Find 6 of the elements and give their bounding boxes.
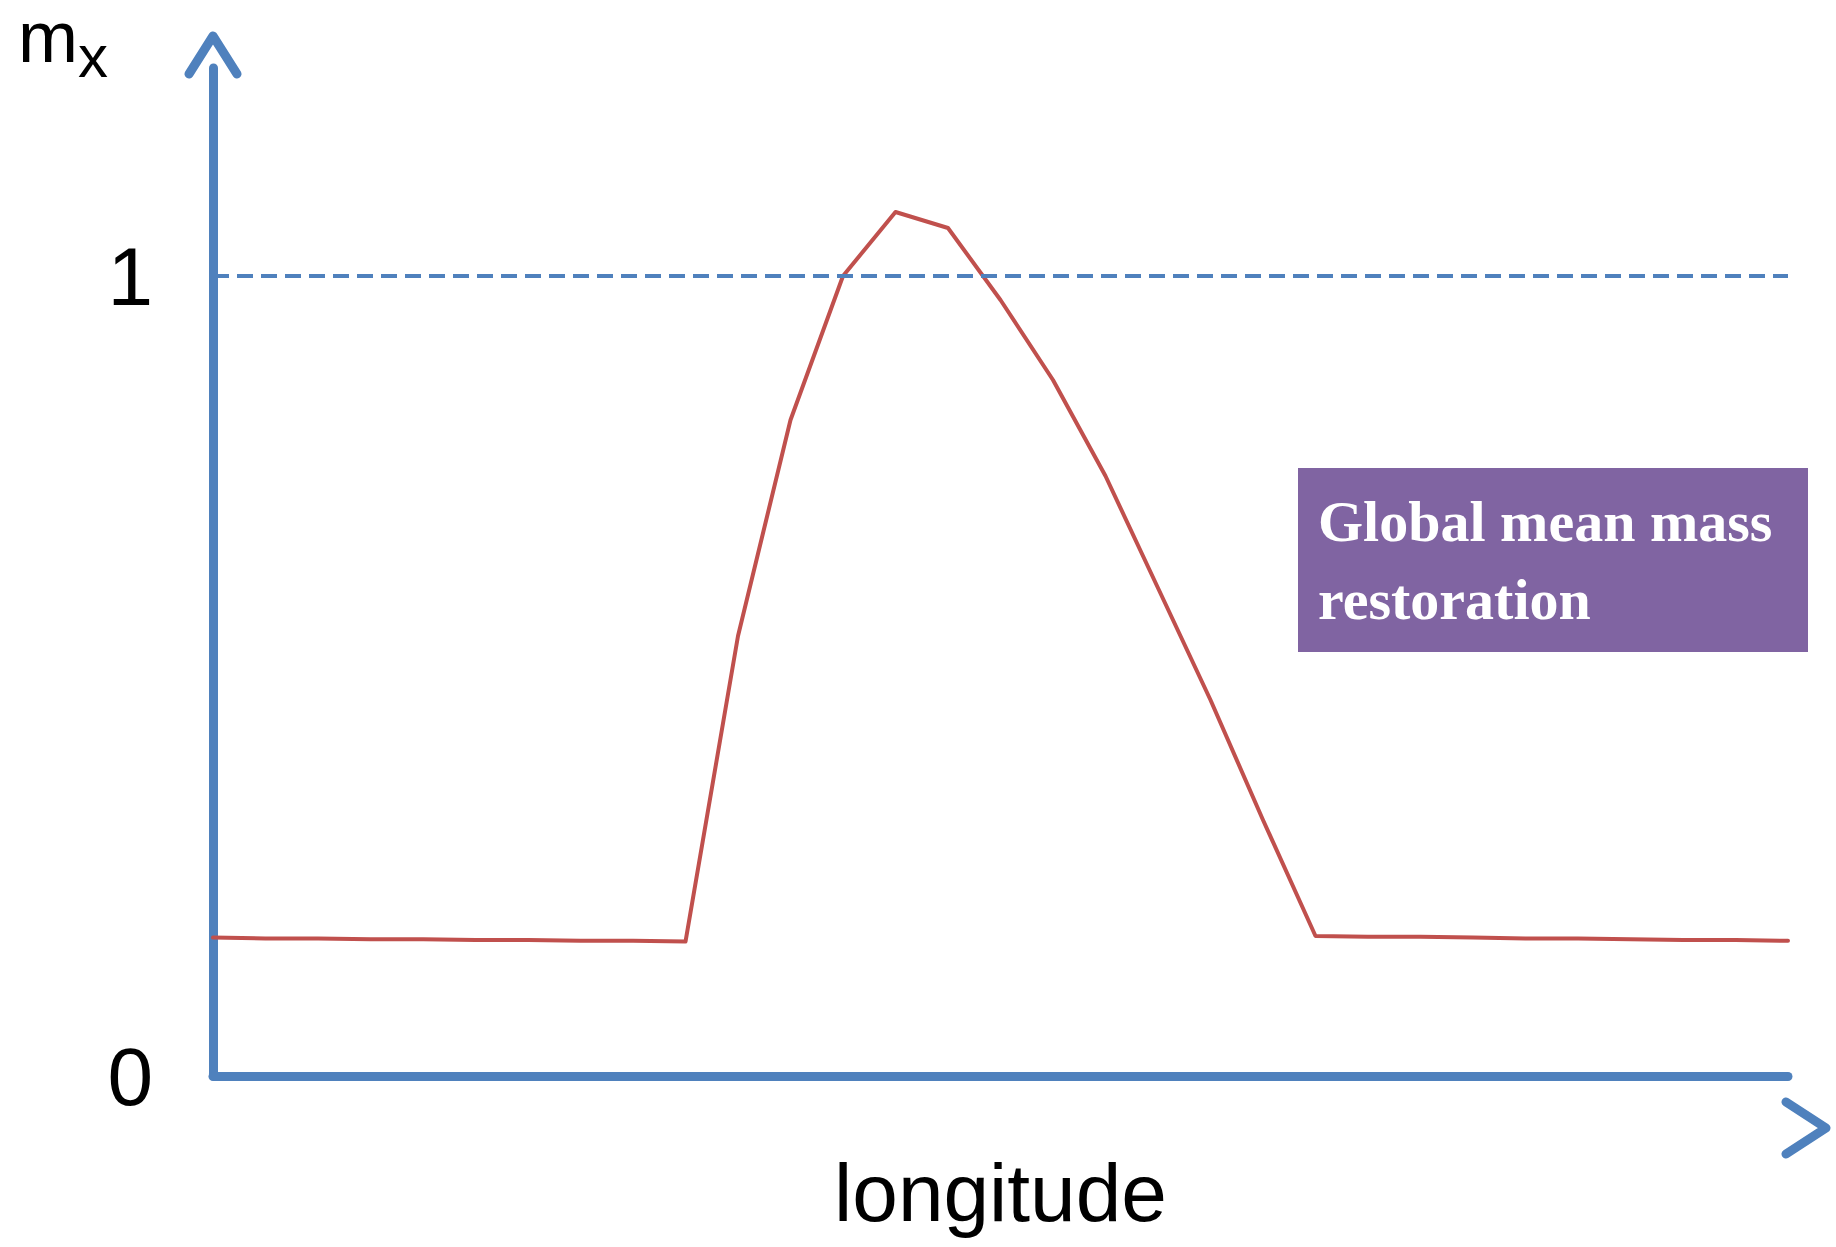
y-axis-title: m$_{x}$ bbox=[18, 0, 108, 91]
line-series bbox=[211, 210, 1790, 944]
y-tick-label: 1 bbox=[107, 230, 153, 322]
y-tick-label: 0 bbox=[107, 1030, 153, 1122]
x-axis-title: longitude bbox=[834, 1146, 1167, 1238]
annotation: Global mean mass restoration bbox=[1318, 488, 1787, 632]
